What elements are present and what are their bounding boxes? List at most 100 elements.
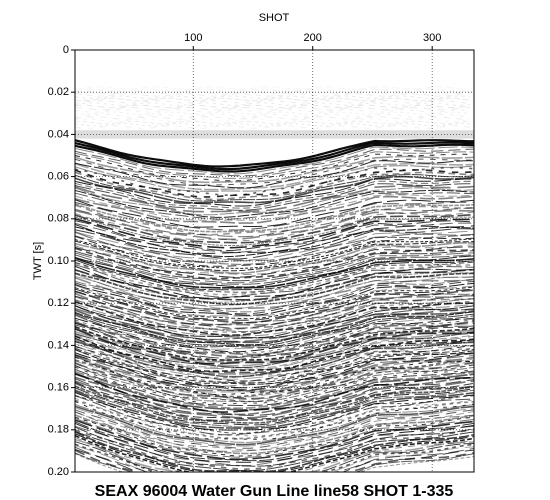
reflector bbox=[75, 363, 474, 400]
noise bbox=[75, 102, 471, 106]
reflector bbox=[75, 250, 474, 282]
reflector bbox=[75, 409, 474, 449]
reflector bbox=[75, 286, 474, 320]
reflector bbox=[75, 194, 474, 221]
reflector bbox=[75, 240, 474, 272]
reflector bbox=[75, 381, 474, 420]
reflector bbox=[75, 345, 474, 382]
reflector bbox=[75, 158, 474, 186]
noise bbox=[75, 116, 471, 120]
reflector bbox=[75, 422, 474, 463]
plot-frame bbox=[74, 49, 475, 473]
reflector bbox=[75, 390, 474, 429]
noise bbox=[75, 118, 471, 122]
reflector bbox=[75, 160, 474, 189]
reflector bbox=[75, 199, 474, 228]
reflector bbox=[75, 309, 474, 344]
reflector bbox=[75, 230, 474, 261]
reflector bbox=[75, 195, 474, 224]
reflector bbox=[75, 201, 474, 231]
reflector bbox=[75, 361, 474, 400]
reflector bbox=[75, 180, 474, 209]
noise bbox=[75, 123, 471, 127]
reflector bbox=[75, 352, 474, 389]
reflector bbox=[75, 333, 474, 369]
reflector bbox=[75, 373, 474, 413]
reflector bbox=[75, 311, 474, 346]
reflector bbox=[75, 438, 474, 472]
reflector bbox=[75, 303, 474, 337]
reflector bbox=[75, 192, 474, 220]
reflector bbox=[75, 259, 474, 291]
noise bbox=[75, 125, 471, 129]
reflector bbox=[75, 141, 474, 171]
reflector bbox=[75, 356, 474, 393]
reflector bbox=[75, 319, 474, 354]
reflector bbox=[75, 220, 474, 251]
reflector bbox=[75, 416, 474, 457]
reflector bbox=[75, 211, 474, 242]
reflector bbox=[75, 207, 474, 238]
reflector bbox=[75, 366, 474, 404]
reflector bbox=[75, 395, 474, 436]
reflector bbox=[75, 252, 474, 284]
reflector bbox=[75, 376, 474, 416]
reflector bbox=[75, 231, 474, 263]
y-tick-label: 0.10 bbox=[48, 255, 69, 267]
reflector bbox=[75, 400, 474, 440]
reflector bbox=[75, 226, 474, 258]
reflector bbox=[75, 453, 474, 472]
reflector bbox=[75, 372, 474, 411]
reflector bbox=[75, 203, 474, 233]
reflector bbox=[75, 382, 474, 422]
reflector bbox=[75, 235, 474, 267]
reflector bbox=[75, 314, 474, 348]
reflector bbox=[75, 273, 474, 307]
axes: 0 0.02 0.04 0.06 0.08 0.10 0.12 0.14 0.16 0.18 0.2… bbox=[48, 32, 474, 478]
reflector bbox=[75, 317, 474, 353]
reflector bbox=[75, 255, 474, 288]
reflector bbox=[75, 397, 474, 437]
reflector bbox=[75, 247, 474, 280]
reflector bbox=[75, 244, 474, 275]
reflector bbox=[75, 204, 474, 236]
reflector bbox=[75, 146, 474, 175]
noise bbox=[75, 93, 470, 97]
reflector bbox=[75, 405, 474, 446]
reflector bbox=[75, 300, 474, 333]
y-tick-label: 0.02 bbox=[48, 86, 69, 98]
reflector bbox=[75, 436, 474, 472]
reflector bbox=[75, 218, 474, 249]
x-tick-label: 200 bbox=[304, 32, 322, 44]
reflector bbox=[75, 185, 474, 213]
reflector bbox=[75, 290, 474, 326]
reflector bbox=[75, 353, 474, 391]
reflector bbox=[75, 335, 474, 371]
reflector bbox=[75, 301, 474, 337]
reflector bbox=[75, 446, 474, 472]
reflector bbox=[75, 312, 474, 347]
reflector bbox=[75, 340, 474, 378]
reflector bbox=[75, 433, 474, 472]
reflector bbox=[75, 262, 474, 296]
reflector bbox=[75, 337, 474, 373]
reflector bbox=[75, 399, 474, 440]
reflector bbox=[75, 276, 474, 310]
x-tick-label: 100 bbox=[184, 32, 202, 44]
reflector bbox=[75, 349, 474, 387]
noise bbox=[75, 100, 471, 104]
y-tick-label: 0.18 bbox=[48, 424, 69, 436]
reflector bbox=[75, 213, 474, 244]
reflector bbox=[75, 238, 474, 269]
reflector bbox=[75, 268, 474, 301]
reflector bbox=[75, 261, 474, 293]
reflector bbox=[75, 403, 474, 443]
reflector bbox=[75, 417, 474, 458]
reflector bbox=[75, 426, 474, 467]
reflector bbox=[75, 335, 474, 372]
y-tick-label: 0.14 bbox=[48, 339, 69, 351]
reflector bbox=[75, 431, 474, 472]
reflector bbox=[75, 348, 474, 385]
noise bbox=[75, 106, 471, 111]
reflector bbox=[75, 148, 474, 177]
